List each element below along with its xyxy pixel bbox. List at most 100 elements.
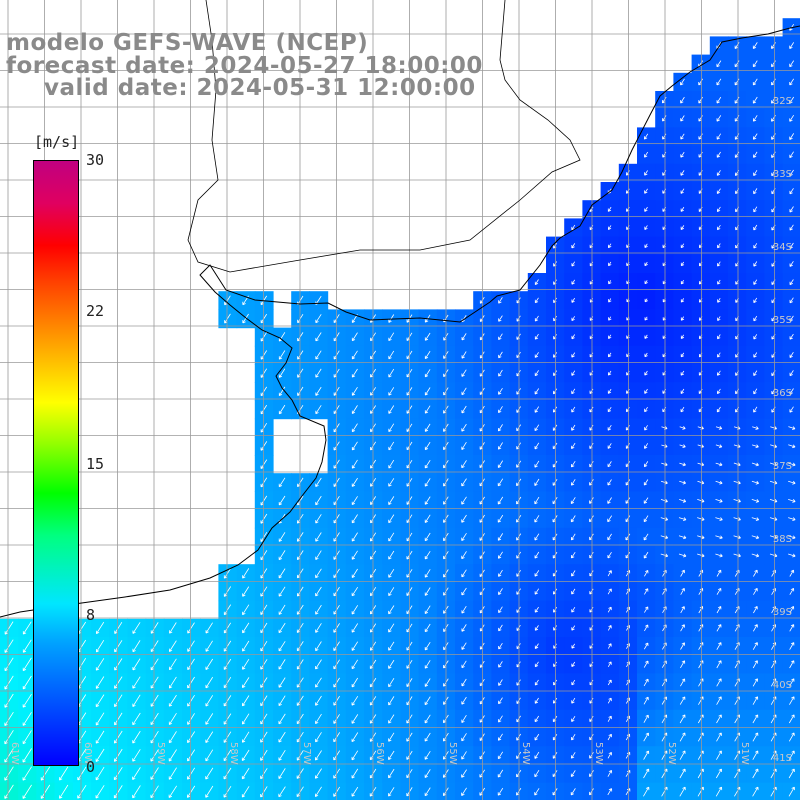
wind-speed-cell bbox=[455, 764, 474, 784]
wind-arrow bbox=[22, 693, 32, 708]
wind-speed-cell bbox=[182, 673, 201, 693]
wind-arrow bbox=[461, 587, 467, 596]
wind-arrow bbox=[388, 532, 395, 542]
wind-speed-cell bbox=[728, 54, 747, 74]
wind-speed-cell bbox=[36, 764, 56, 784]
wind-speed-cell bbox=[600, 309, 620, 329]
wind-speed-cell bbox=[455, 546, 474, 565]
wind-speed-cell bbox=[273, 764, 292, 784]
wind-arrow bbox=[680, 642, 685, 650]
wind-arrow bbox=[498, 624, 503, 632]
wind-speed-cell bbox=[291, 364, 310, 383]
wind-arrow bbox=[607, 643, 612, 649]
wind-arrow bbox=[751, 535, 760, 540]
wind-speed-cell bbox=[327, 364, 347, 383]
wind-arrow bbox=[150, 749, 159, 762]
wind-speed-cell bbox=[527, 473, 547, 492]
wind-arrow bbox=[644, 133, 649, 140]
wind-arrow bbox=[351, 750, 359, 761]
wind-speed-cell bbox=[600, 509, 620, 529]
wind-speed-cell bbox=[382, 564, 401, 583]
wind-speed-cell bbox=[637, 418, 656, 438]
wind-speed-cell bbox=[491, 746, 511, 765]
wind-speed-cell bbox=[746, 728, 765, 747]
wind-speed-cell bbox=[382, 691, 401, 711]
wind-speed-cell bbox=[491, 546, 511, 565]
wind-speed-cell bbox=[236, 564, 256, 583]
wind-speed-cell bbox=[254, 418, 274, 438]
wind-speed-cell bbox=[291, 691, 310, 711]
wind-speed-cell bbox=[637, 546, 656, 565]
wind-arrow bbox=[498, 588, 503, 595]
wind-arrow bbox=[498, 679, 503, 686]
wind-arrow bbox=[644, 443, 649, 449]
wind-arrow bbox=[716, 660, 722, 669]
wind-arrow bbox=[607, 769, 613, 777]
wind-speed-cell bbox=[637, 709, 656, 729]
wind-speed-cell bbox=[327, 491, 347, 511]
wind-speed-cell bbox=[200, 746, 219, 765]
wind-arrow bbox=[187, 731, 196, 744]
wind-speed-cell bbox=[200, 764, 219, 784]
wind-arrow bbox=[388, 350, 395, 360]
wind-arrow bbox=[534, 551, 540, 559]
wind-speed-cell bbox=[382, 673, 401, 693]
wind-speed-cell bbox=[345, 728, 365, 747]
wind-arrow bbox=[715, 462, 723, 467]
wind-speed-cell bbox=[254, 564, 274, 583]
wind-arrow bbox=[752, 42, 758, 49]
wind-speed-cell bbox=[455, 345, 474, 365]
wind-arrow bbox=[150, 694, 159, 707]
wind-speed-cell bbox=[491, 400, 511, 420]
wind-speed-cell bbox=[345, 491, 365, 511]
wind-speed-cell bbox=[746, 145, 765, 165]
wind-speed-cell bbox=[728, 254, 747, 274]
wind-speed-cell bbox=[109, 764, 128, 784]
wind-arrow bbox=[461, 787, 467, 796]
wind-speed-cell bbox=[637, 473, 656, 492]
wind-speed-cell bbox=[709, 364, 729, 383]
wind-arrow bbox=[150, 676, 159, 689]
wind-arrow bbox=[424, 350, 431, 360]
wind-speed-cell bbox=[637, 400, 656, 420]
wind-arrow bbox=[571, 643, 576, 649]
wind-speed-cell bbox=[254, 309, 274, 329]
wind-arrow bbox=[715, 768, 722, 779]
wind-arrow bbox=[789, 370, 794, 377]
wind-arrow bbox=[789, 624, 795, 632]
wind-arrow bbox=[187, 676, 195, 689]
wind-speed-cell bbox=[600, 618, 620, 638]
wind-arrow bbox=[150, 767, 159, 780]
wind-arrow bbox=[789, 406, 794, 413]
wind-speed-cell bbox=[746, 200, 765, 219]
wind-arrow bbox=[644, 569, 649, 577]
wind-speed-cell bbox=[109, 746, 128, 765]
wind-arrow bbox=[132, 694, 141, 707]
wind-speed-cell bbox=[764, 728, 784, 747]
longitude-label: 58W bbox=[228, 742, 239, 765]
wind-speed-cell bbox=[345, 436, 365, 456]
wind-arrow bbox=[734, 78, 740, 86]
wind-speed-cell bbox=[709, 327, 729, 347]
wind-speed-cell bbox=[309, 400, 329, 420]
wind-speed-cell bbox=[728, 618, 747, 638]
wind-arrow bbox=[242, 586, 250, 597]
wind-speed-cell bbox=[600, 200, 620, 219]
wind-arrow bbox=[789, 78, 795, 86]
wind-arrow bbox=[570, 497, 576, 505]
wind-speed-cell bbox=[145, 655, 165, 674]
wind-arrow bbox=[608, 370, 612, 376]
wind-arrow bbox=[717, 316, 721, 321]
wind-arrow bbox=[315, 732, 322, 743]
wind-speed-cell bbox=[600, 637, 620, 656]
wind-speed-cell bbox=[382, 327, 401, 347]
wind-speed-cell bbox=[491, 436, 511, 456]
wind-speed-cell bbox=[691, 728, 711, 747]
wind-speed-cell bbox=[527, 364, 547, 383]
wind-arrow bbox=[242, 604, 250, 616]
wind-speed-cell bbox=[200, 709, 219, 729]
wind-arrow bbox=[424, 660, 431, 669]
wind-arrow bbox=[753, 569, 758, 577]
